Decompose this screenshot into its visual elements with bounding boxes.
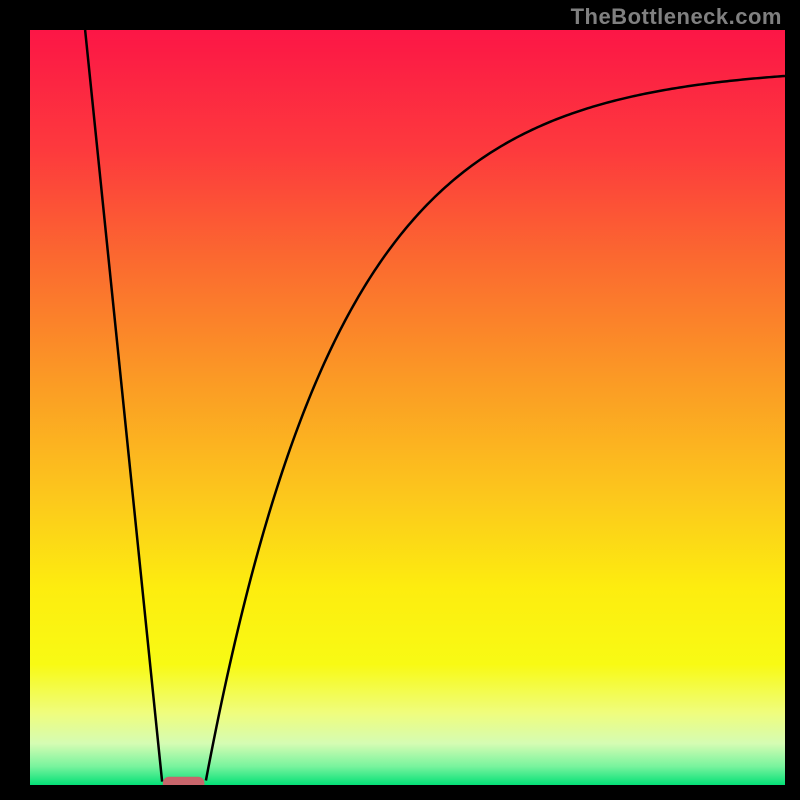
watermark-text: TheBottleneck.com <box>571 4 782 30</box>
chart-container: TheBottleneck.com <box>0 0 800 800</box>
plot-area <box>30 30 785 785</box>
gradient-background <box>30 30 785 785</box>
bottleneck-marker <box>163 777 205 785</box>
